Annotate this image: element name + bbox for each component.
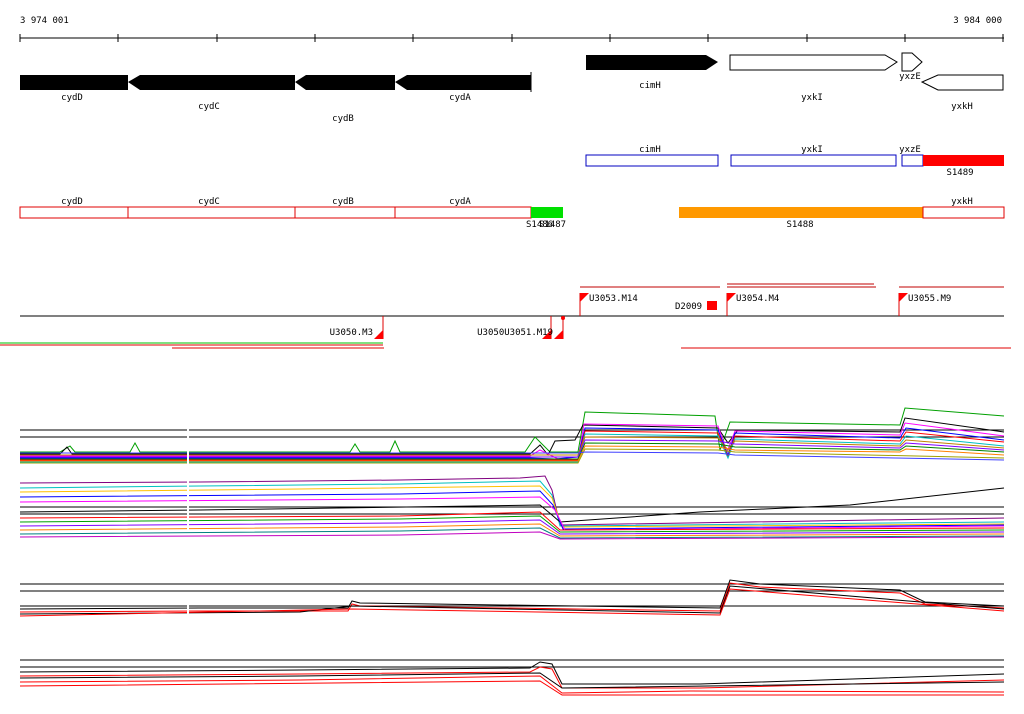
gene-label-cydB: cydB xyxy=(332,114,354,124)
promoter-label-U3050-M3: U3050.M3 xyxy=(330,328,373,338)
transcript-box-yxkI[interactable] xyxy=(730,154,897,167)
gene-arrow-yxkH[interactable] xyxy=(920,74,1004,91)
transcript-box-cydD[interactable] xyxy=(19,206,129,219)
ruler-end-label: 3 984 000 xyxy=(953,16,1002,26)
coordinate-ruler: 3 974 001 3 984 000 xyxy=(19,16,1004,42)
gene-arrow-cydB[interactable] xyxy=(295,75,395,90)
gene-label-cydA: cydA xyxy=(449,93,471,103)
transcript-box-cydC[interactable] xyxy=(127,206,296,219)
gene-label-yxzE: yxzE xyxy=(899,72,921,82)
expression-panel-4 xyxy=(19,659,1005,696)
expression-panel-1 xyxy=(20,407,1005,470)
transcript-label-yxkH: yxkH xyxy=(951,197,973,207)
transcript-label-cydD: cydD xyxy=(61,197,83,207)
gene-arrow-cydC[interactable] xyxy=(128,75,295,90)
forward-transcripts-track: cimH yxkI yxzE S1489 xyxy=(585,145,1004,178)
gene-label-cydC: cydC xyxy=(198,102,220,112)
promoter-flag-U3050-M3[interactable]: U3050.M3 xyxy=(330,316,384,339)
segment-S1488[interactable] xyxy=(679,207,923,218)
expression-panel-3 xyxy=(19,579,1005,620)
transcript-label-cydA: cydA xyxy=(449,197,471,207)
transcript-label-cydB: cydB xyxy=(332,197,354,207)
promoter-flag-U3055-M9[interactable]: U3055.M9 xyxy=(898,293,951,316)
reverse-transcripts-track: cydD cydC cydB cydA yxkH S1486 S1487 S14… xyxy=(19,197,1005,230)
transcript-box-cimH[interactable] xyxy=(585,154,719,167)
transcript-label-cydC: cydC xyxy=(198,197,220,207)
promoter-flag-U3051-M19[interactable]: U3050U3051.M19 xyxy=(477,316,565,339)
gene-annotation-track: cydD cydC cydB cydA cimH yxkI yxzE yxkH xyxy=(20,52,1004,124)
promoter-flag-U3053-M14[interactable]: U3053.M14 xyxy=(579,293,638,316)
promoter-label-U3053-M14: U3053.M14 xyxy=(589,294,638,304)
ruler-start-label: 3 974 001 xyxy=(20,16,69,26)
promoter-track: U3053.M14 D2009 U3054.M4 U3055.M9 U3050.… xyxy=(0,283,1011,349)
segment-label-S1488: S1488 xyxy=(786,220,813,230)
gene-arrow-yxzE[interactable] xyxy=(901,52,923,72)
transcript-label-yxzE: yxzE xyxy=(899,145,921,155)
gene-label-yxkH: yxkH xyxy=(951,102,973,112)
segment-label-S1486: S1486 xyxy=(526,220,553,230)
transcript-label-yxkI: yxkI xyxy=(801,145,823,155)
promoter-label-U3054-M4: U3054.M4 xyxy=(736,294,779,304)
gene-label-cimH: cimH xyxy=(639,81,661,91)
transcript-box-yxzE[interactable] xyxy=(901,154,924,167)
gene-arrow-cydD[interactable] xyxy=(20,75,128,90)
expression-panel-2 xyxy=(19,475,1005,540)
promoter-flag-U3054-M4[interactable]: U3054.M4 xyxy=(726,293,779,316)
transcript-box-cydA[interactable] xyxy=(394,206,532,219)
promoter-label-D2009: D2009 xyxy=(675,302,702,312)
gene-arrow-cydA[interactable] xyxy=(395,75,531,90)
segment-S1487[interactable] xyxy=(531,207,563,218)
gene-label-cydD: cydD xyxy=(61,93,83,103)
promoter-label-U3051-M19: U3050U3051.M19 xyxy=(477,328,553,338)
promoter-label-U3055-M9: U3055.M9 xyxy=(908,294,951,304)
gene-label-yxkI: yxkI xyxy=(801,93,823,103)
promoter-flag-D2009[interactable]: D2009 xyxy=(675,301,717,312)
transcript-box-yxkH[interactable] xyxy=(922,206,1005,219)
segment-label-S1487: S1487 xyxy=(539,220,566,230)
gene-arrow-cimH[interactable] xyxy=(586,55,718,70)
segment-label-S1489: S1489 xyxy=(946,168,973,178)
gene-arrow-yxkI[interactable] xyxy=(729,54,898,71)
segment-S1489[interactable] xyxy=(923,155,1004,166)
transcript-box-cydB[interactable] xyxy=(294,206,396,219)
transcript-label-cimH: cimH xyxy=(639,145,661,155)
